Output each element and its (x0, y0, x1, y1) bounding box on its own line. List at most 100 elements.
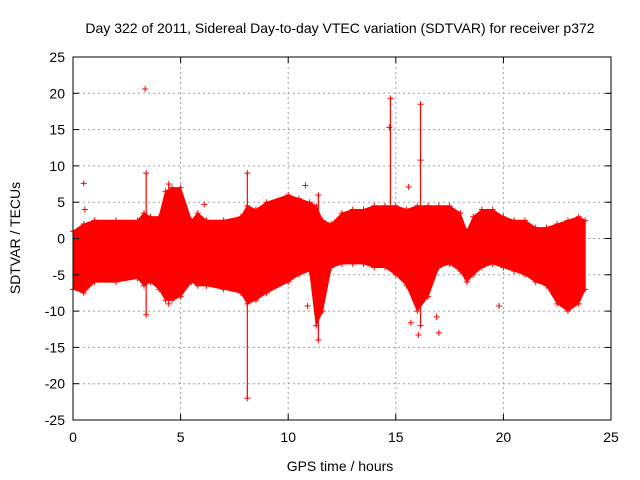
y-tick-label: 25 (49, 49, 65, 65)
band-lower-point (263, 289, 270, 296)
band-upper-point (156, 213, 163, 220)
y-tick-label: -25 (45, 412, 65, 428)
band-upper-point (554, 220, 561, 227)
band-upper-point (435, 202, 442, 209)
band-upper-point (371, 202, 378, 209)
band-upper-point (425, 202, 432, 209)
outlier-point (417, 157, 424, 164)
band-upper-point (162, 188, 169, 195)
band-lower-point (521, 271, 528, 278)
band-lower-point (168, 297, 175, 304)
band-lower-point (194, 282, 201, 289)
band-lower-point (414, 308, 421, 315)
band-lower-point (306, 268, 313, 275)
band-upper-point (168, 184, 175, 191)
band-upper-point (80, 220, 87, 227)
x-tick-label: 15 (388, 429, 404, 445)
band-lower-point (382, 264, 389, 271)
y-tick-label: -5 (53, 267, 66, 283)
spike-end-point (165, 181, 172, 188)
band-lower-point (489, 260, 496, 267)
spike-end-point (165, 300, 172, 307)
y-tick-label: 20 (49, 85, 65, 101)
band-upper-point (457, 210, 464, 217)
outlier-point (433, 313, 440, 320)
spike-end-point (143, 311, 150, 318)
band-lower-point (177, 293, 184, 300)
spike-end-point (244, 395, 251, 402)
band-lower-point (328, 264, 335, 271)
band-lower-point (564, 308, 571, 315)
band-upper-point (414, 202, 421, 209)
band-upper-point (237, 213, 244, 220)
band-upper-point (478, 206, 485, 213)
band-lower-point (463, 279, 470, 286)
outlier-point (405, 183, 412, 190)
band-upper-point (194, 210, 201, 217)
spike-end-point (417, 101, 424, 108)
band-upper-point (285, 191, 292, 198)
band-lower-point (392, 271, 399, 278)
outlier-point (201, 201, 208, 208)
band-upper-point (349, 206, 356, 213)
band-lower-point (575, 300, 582, 307)
axis-ticks (72, 56, 612, 421)
band-upper-point (220, 217, 227, 224)
x-tick-label: 5 (177, 429, 185, 445)
band-lower-point (134, 275, 141, 282)
band-lower-point (147, 279, 154, 286)
band-upper-point (328, 220, 335, 227)
band-lower-point (285, 279, 292, 286)
band-lower-point (295, 271, 302, 278)
band-lower-point (435, 264, 442, 271)
band-upper-point (582, 217, 589, 224)
band-lower-point (80, 289, 87, 296)
band-lower-point (319, 308, 326, 315)
x-tick-label: 10 (280, 429, 296, 445)
band-upper-point (188, 217, 195, 224)
band-upper-point (500, 213, 507, 220)
band-upper-point (382, 202, 389, 209)
band-lower-point (371, 264, 378, 271)
y-tick-label: -20 (45, 376, 65, 392)
band-upper-point (360, 206, 367, 213)
x-tick-label: 25 (603, 429, 619, 445)
band-upper-point (306, 199, 313, 206)
band-upper-point (532, 224, 539, 231)
band-upper-point (113, 217, 120, 224)
band-lower-point (403, 282, 410, 289)
band-lower-point (543, 282, 550, 289)
outlier-point (415, 332, 422, 339)
band-lower-point (582, 286, 589, 293)
band-upper-point (403, 206, 410, 213)
band-upper-point (392, 202, 399, 209)
band-lower-point (220, 286, 227, 293)
band-upper-point (564, 217, 571, 224)
band-upper-point (446, 202, 453, 209)
outlier-point (302, 182, 309, 189)
band-lower-point (360, 260, 367, 267)
spike-end-point (244, 170, 251, 177)
outlier-point (80, 180, 87, 187)
y-tick-label: 15 (49, 122, 65, 138)
spike-end-point (315, 337, 322, 344)
band-upper-point (463, 228, 470, 235)
band-lower-point (237, 289, 244, 296)
x-tick-labels: 0 5 10 15 20 25 (69, 429, 619, 445)
outlier-point (142, 85, 149, 92)
y-tick-label: 5 (57, 194, 65, 210)
outlier-point (81, 206, 88, 213)
spike-end-point (387, 210, 394, 217)
band-upper-point (521, 217, 528, 224)
band-upper-point (263, 199, 270, 206)
spike-end-point (387, 95, 394, 102)
y-tick-label: -10 (45, 303, 65, 319)
x-tick-label: 0 (69, 429, 77, 445)
band-lower-point (457, 268, 464, 275)
band-upper-point (91, 217, 98, 224)
y-axis-label: SDTVAR / TECUs (7, 182, 23, 294)
band-upper-point (339, 210, 345, 217)
band-upper-point (203, 217, 210, 224)
band-lower-point (511, 268, 518, 275)
band-upper-point (511, 217, 518, 224)
